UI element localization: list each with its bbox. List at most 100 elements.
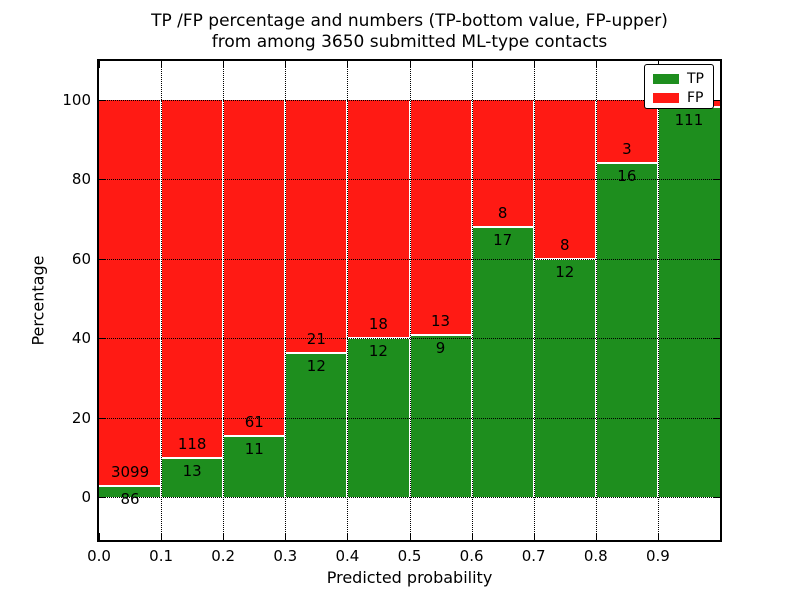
tp-count-label: 12 — [306, 356, 326, 375]
tp-count-label: 111 — [674, 111, 704, 130]
bar-segment-tp — [99, 486, 162, 497]
fp-count-label: 21 — [306, 329, 326, 348]
bar-segment-tp — [347, 338, 410, 497]
y-tick-mark-right — [713, 497, 720, 498]
x-tick-mark — [99, 533, 100, 540]
bar-boundary-edge — [223, 435, 286, 438]
x-tick-mark — [161, 533, 163, 540]
bar-segment-tp — [657, 107, 720, 497]
bar-boundary-edge — [161, 456, 224, 459]
bar-boundary-edge — [409, 333, 472, 336]
chart-title-line1: TP /FP percentage and numbers (TP-bottom… — [151, 11, 668, 31]
fp-count-label: 61 — [244, 413, 264, 432]
x-tick-mark — [595, 533, 597, 540]
fp-count-label: 3099 — [110, 463, 150, 482]
bar-segment-tp — [533, 258, 596, 497]
fp-count-label: 8 — [559, 235, 570, 254]
plot-area: 3099 86 118 13 61 11 21 12 18 12 13 9 8 17 8 12 3 16 111 — [97, 59, 722, 542]
x-tick-mark-top — [161, 61, 163, 68]
y-tick-label: 40 — [71, 329, 91, 348]
x-tick-mark-top — [533, 61, 535, 68]
legend-label-fp: FP — [687, 90, 704, 106]
x-tick-mark-top — [471, 61, 473, 68]
gridline-vertical — [533, 61, 535, 540]
x-axis-label: Predicted probability — [326, 568, 493, 587]
x-tick-mark — [223, 533, 225, 540]
y-tick-label: 80 — [71, 170, 91, 189]
x-tick-mark-top — [223, 61, 225, 68]
gridline-vertical — [347, 61, 349, 540]
x-tick-label: 0.2 — [211, 547, 236, 565]
gridline-vertical — [409, 61, 411, 540]
y-tick-mark-right — [713, 179, 720, 181]
bar-segment-tp — [471, 227, 534, 497]
tp-count-label: 12 — [368, 342, 388, 361]
gridline-vertical — [161, 61, 163, 540]
fp-count-label: 18 — [368, 315, 388, 334]
y-tick-mark-right — [713, 417, 720, 419]
y-tick-mark — [99, 497, 106, 498]
bar-segment-fp — [347, 100, 410, 339]
bar-segment-fp — [409, 100, 472, 335]
x-tick-mark-top — [409, 61, 411, 68]
x-tick-mark — [347, 533, 349, 540]
x-tick-mark-top — [347, 61, 349, 68]
x-tick-label: 0.0 — [87, 547, 111, 565]
x-tick-label: 0.6 — [459, 547, 484, 565]
y-tick-label: 0 — [81, 488, 91, 506]
y-tick-mark — [99, 100, 106, 101]
y-tick-mark — [99, 338, 106, 340]
y-tick-mark — [99, 258, 106, 260]
x-tick-label: 0.9 — [645, 547, 670, 565]
y-tick-label: 100 — [62, 91, 91, 109]
y-tick-mark-right — [713, 100, 720, 101]
bar-segment-fp — [161, 100, 224, 458]
bar-segment-fp — [99, 100, 162, 487]
bar-boundary-edge — [285, 351, 348, 354]
legend: TP FP — [644, 64, 714, 109]
y-tick-mark — [99, 179, 106, 181]
bar-segment-fp — [285, 100, 348, 353]
x-tick-mark — [533, 533, 535, 540]
legend-entry-tp: TP — [653, 71, 713, 87]
tp-swatch-icon — [653, 74, 679, 84]
fp-count-label: 13 — [431, 311, 451, 330]
legend-entry-fp: FP — [653, 90, 713, 106]
fp-swatch-icon — [653, 93, 679, 103]
x-tick-label: 0.5 — [397, 547, 422, 565]
chart-title: TP /FP percentage and numbers (TP-bottom… — [99, 11, 720, 53]
tp-count-label: 13 — [182, 461, 202, 480]
bar-boundary-edge — [99, 485, 162, 488]
y-tick-mark-right — [713, 258, 720, 260]
bar-segment-fp — [595, 100, 658, 163]
bar-boundary-edge — [471, 226, 534, 229]
bar-segment-tp — [161, 457, 224, 497]
tp-count-label: 12 — [555, 262, 575, 281]
bar-segment-fp — [471, 100, 534, 228]
legend-label-tp: TP — [687, 71, 704, 87]
bar-segment-tp — [409, 334, 472, 497]
gridline-vertical — [285, 61, 287, 540]
bar-segment-tp — [595, 162, 658, 497]
y-tick-label: 60 — [71, 249, 91, 268]
fp-count-label: 8 — [497, 204, 508, 223]
y-tick-mark-right — [713, 338, 720, 340]
x-tick-mark-top — [595, 61, 597, 68]
tp-count-label: 86 — [120, 490, 140, 509]
x-tick-label: 0.7 — [521, 547, 546, 565]
fp-count-label: 3 — [622, 139, 632, 158]
bar-boundary-edge — [595, 161, 658, 164]
x-tick-label: 0.8 — [583, 547, 608, 565]
x-tick-mark — [409, 533, 411, 540]
x-tick-label: 0.4 — [335, 547, 360, 565]
tp-count-label: 17 — [493, 231, 513, 250]
x-tick-mark-top — [285, 61, 287, 68]
y-tick-label: 20 — [71, 408, 91, 427]
x-tick-mark — [657, 533, 659, 540]
x-tick-mark — [285, 533, 287, 540]
tp-count-label: 16 — [617, 166, 637, 185]
y-axis-label: Percentage — [28, 255, 48, 346]
gridline-vertical — [595, 61, 597, 540]
tp-count-label: 9 — [435, 338, 446, 357]
